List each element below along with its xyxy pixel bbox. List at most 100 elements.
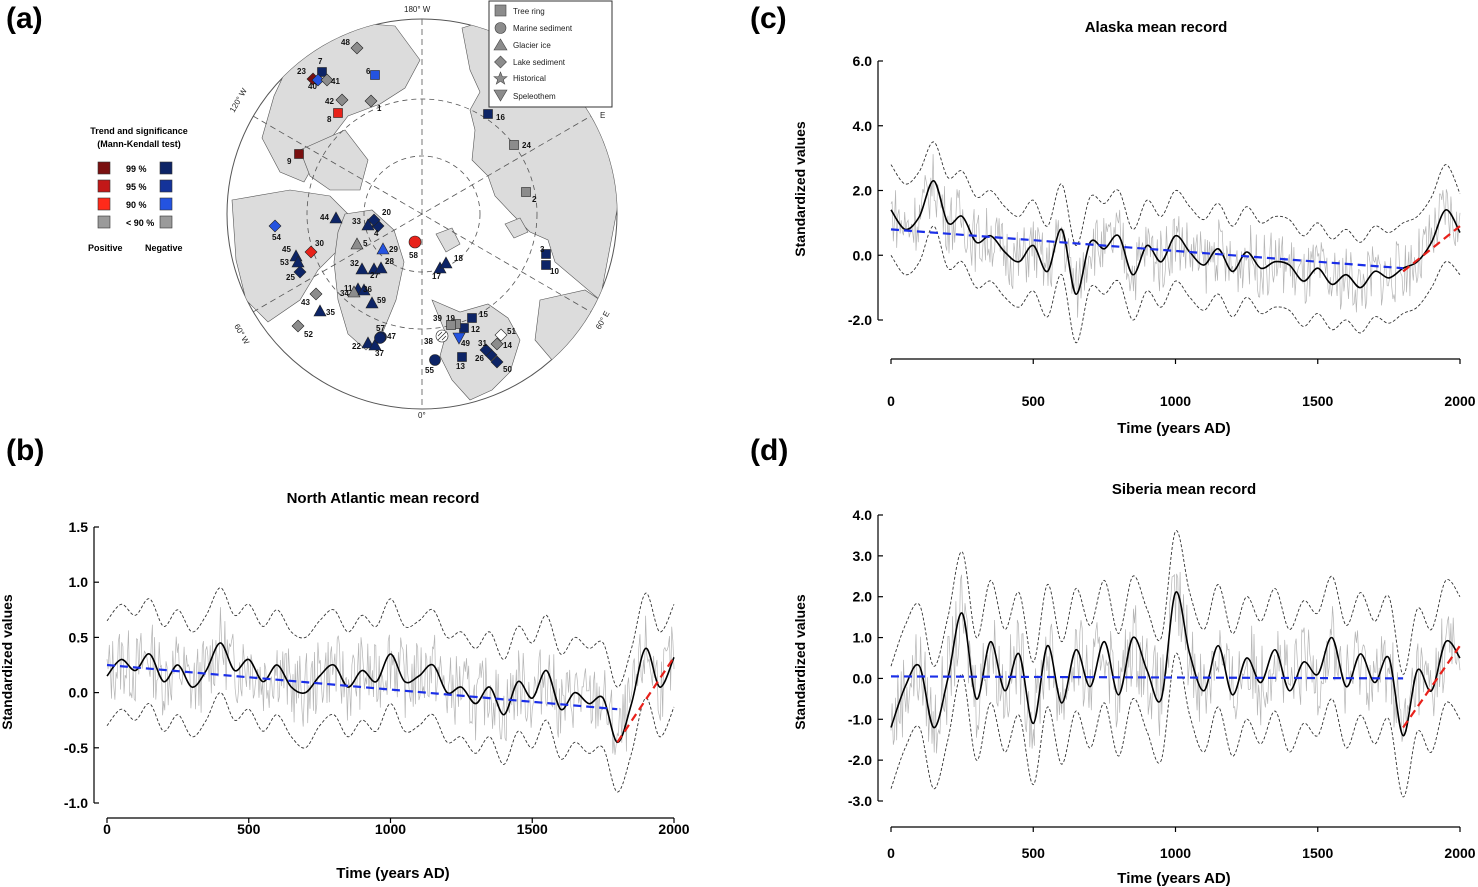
site-marker-5	[350, 237, 364, 250]
site-label-14: 14	[503, 341, 512, 350]
chart-c-xlabel: Time (years AD)	[1117, 420, 1230, 437]
lon-label-120e: E	[600, 111, 605, 120]
site-label-44: 44	[320, 213, 329, 222]
site-marker-33	[361, 218, 375, 231]
legend-inv-triangle-icon	[493, 89, 508, 102]
site-label-30: 30	[315, 239, 324, 248]
site-label-48: 48	[341, 38, 350, 47]
site-marker-25	[293, 265, 307, 279]
site-marker-42	[335, 93, 349, 107]
site-label-29: 29	[389, 245, 398, 254]
site-marker-41	[320, 73, 334, 87]
site-label-23: 23	[297, 67, 306, 76]
site-marker-44	[329, 211, 343, 224]
legend-historical: Historical	[513, 74, 546, 83]
chart-c-title: Alaska mean record	[1085, 19, 1228, 36]
y-tick-label: 2.0	[853, 589, 873, 605]
panel-label-a: (a)	[6, 2, 43, 35]
x-tick-label: 500	[237, 821, 261, 837]
upper-confidence-line	[890, 530, 1461, 675]
chart-d-xlabel: Time (years AD)	[1117, 870, 1230, 887]
trend-legend: Trend and significance (Mann-Kendall tes…	[88, 126, 188, 253]
site-marker-52	[291, 319, 305, 333]
x-tick-label: 0	[103, 821, 111, 837]
site-label-20: 20	[382, 208, 391, 217]
site-label-24: 24	[522, 141, 531, 150]
legend-speleothem: Speleothem	[513, 92, 556, 101]
trend-legend-row: 90 %	[126, 200, 147, 210]
site-label-36: 36	[363, 285, 372, 294]
y-tick-label: 4.0	[853, 507, 873, 523]
site-marker-37	[368, 338, 382, 351]
trend-swatch-positive	[97, 179, 111, 193]
lon-label-180w: 180° W	[404, 5, 431, 14]
raw-values-line	[890, 154, 1461, 318]
site-marker-36	[357, 283, 371, 296]
x-tick-label: 1000	[375, 821, 406, 837]
y-tick-label: 4.0	[853, 118, 873, 134]
trend-legend-positive: Positive	[88, 243, 123, 253]
site-marker-8	[333, 108, 343, 118]
smoothed-mean-line	[890, 591, 1461, 737]
lon-label-0: 0°	[418, 411, 426, 420]
site-marker-35	[313, 304, 327, 317]
site-label-45: 45	[282, 245, 291, 254]
y-tick-label: 0.0	[853, 247, 873, 263]
site-marker-55	[429, 354, 441, 366]
trend-legend-title: Trend and significance	[90, 126, 188, 136]
lon-label-120w: 120° W	[228, 86, 249, 114]
chart-c-ylabel: Standardized values	[792, 121, 808, 257]
site-label-37: 37	[375, 349, 384, 358]
site-marker-1	[364, 94, 378, 108]
x-tick-label: 2000	[1444, 845, 1475, 861]
site-markers: 1234567891011121314151617181920222324252…	[268, 38, 559, 375]
x-tick-label: 1000	[1160, 393, 1191, 409]
y-tick-label: -3.0	[848, 793, 872, 809]
long-term-trend-line	[106, 663, 618, 711]
y-tick-label: -2.0	[848, 312, 872, 328]
upper-confidence-line	[106, 587, 675, 688]
lower-confidence-line	[890, 225, 1461, 344]
site-marker-20	[367, 213, 381, 227]
trend-legend-negative: Negative	[145, 243, 183, 253]
y-tick-label: 3.0	[853, 548, 873, 564]
site-marker-40	[311, 73, 325, 87]
site-label-22: 22	[352, 342, 361, 351]
site-marker-54	[268, 219, 282, 233]
site-marker-51	[494, 328, 508, 342]
x-tick-label: 500	[1022, 845, 1046, 861]
raw-values-line	[890, 571, 1461, 754]
x-tick-label: 2000	[658, 821, 689, 837]
x-tick-label: 0	[887, 393, 895, 409]
chart-d-title: Siberia mean record	[1112, 481, 1256, 498]
site-label-54: 54	[272, 233, 281, 242]
y-tick-label: -2.0	[848, 752, 872, 768]
site-label-17: 17	[432, 272, 441, 281]
site-label-18: 18	[454, 254, 463, 263]
x-tick-label: 500	[1022, 393, 1046, 409]
proxy-legend: Tree ring Marine sediment Glacier ice La…	[488, 0, 613, 108]
site-marker-15	[467, 313, 477, 323]
site-label-39: 39	[433, 314, 442, 323]
site-marker-10	[541, 260, 551, 270]
site-label-47: 47	[387, 332, 396, 341]
site-marker-31	[479, 343, 493, 357]
site-label-51: 51	[507, 327, 516, 336]
y-tick-label: 0.0	[853, 670, 873, 686]
site-marker-29	[376, 242, 390, 255]
site-marker-3	[541, 249, 551, 259]
x-tick-label: 1000	[1160, 845, 1191, 861]
x-tick-label: 1500	[517, 821, 548, 837]
site-label-6: 6	[366, 67, 371, 76]
legend-diamond-icon	[494, 55, 507, 69]
trend-swatch-negative	[159, 161, 173, 175]
site-marker-34	[347, 285, 361, 298]
site-label-53: 53	[280, 258, 289, 267]
legend-lake-sediment: Lake sediment	[513, 58, 566, 67]
y-tick-label: 2.0	[853, 183, 873, 199]
site-marker-58	[408, 235, 422, 249]
site-label-12: 12	[471, 325, 480, 334]
site-label-13: 13	[456, 362, 465, 371]
site-marker-16	[483, 109, 493, 119]
